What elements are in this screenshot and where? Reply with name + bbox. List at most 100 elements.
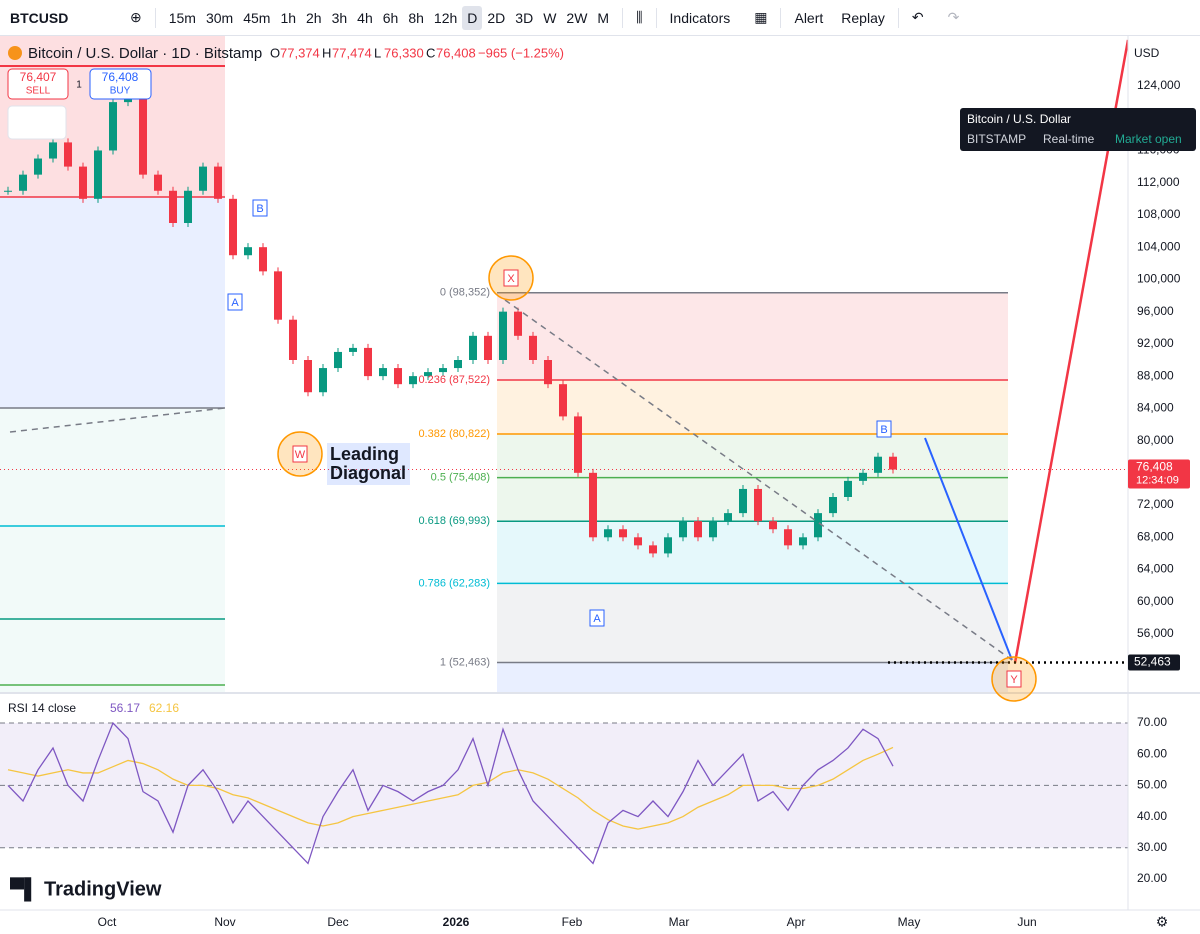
candle (169, 190, 177, 223)
candle (739, 488, 747, 514)
drawing-tool[interactable] (7, 105, 67, 140)
indicators[interactable]: Indicators (669, 9, 731, 26)
brand: TradingView (44, 878, 162, 900)
interval[interactable]: 3D (515, 9, 534, 26)
candle (409, 376, 417, 385)
separator (780, 7, 782, 28)
change: −965 (−1.25%) (478, 45, 564, 60)
candle (379, 368, 387, 377)
chart-type[interactable]: ⫼ (636, 9, 643, 25)
sell-label: SELL (26, 86, 51, 97)
candles (4, 90, 897, 558)
interval[interactable]: 2h (306, 9, 322, 26)
interval[interactable]: 1h (280, 9, 297, 26)
fib-label: 0.5 (75,408) (431, 472, 490, 484)
price-tick: 60,000 (1137, 594, 1174, 608)
interval[interactable]: 2D (487, 9, 506, 26)
time-tick: Nov (214, 915, 235, 929)
interval[interactable]: D (462, 5, 483, 30)
candle (889, 456, 897, 470)
candle (514, 311, 522, 336)
interval[interactable]: 15m (168, 9, 196, 26)
zone (0, 197, 225, 408)
toolbar: BTCUSD ⊕ 15m 30m 45m 1h 2h 3h 4h 6h 8h 12h D 2D 3D W 2… (0, 0, 1200, 36)
target-tag (1128, 654, 1180, 671)
time-tick: Mar (669, 915, 690, 929)
sell-price: 76,407 (20, 70, 57, 84)
rsi-tick: 60.00 (1137, 746, 1167, 760)
ohlc-key: C (426, 45, 435, 60)
interval[interactable]: W (543, 9, 557, 26)
candle (754, 488, 762, 522)
candle (844, 480, 852, 497)
candle (454, 360, 462, 369)
interval[interactable]: 2W (566, 9, 588, 26)
fib-band (497, 521, 1008, 584)
fib-label: 0.786 (62,283) (418, 577, 490, 589)
rsi-line (7, 721, 894, 865)
interval[interactable]: 30m (205, 9, 234, 26)
candle (424, 372, 432, 377)
candle (64, 142, 72, 167)
wave-label: A (593, 613, 601, 625)
wave-box (292, 445, 308, 463)
interval[interactable]: 3h (331, 9, 348, 26)
trend-line (9, 407, 226, 433)
redo[interactable]: ↷ (947, 9, 960, 25)
symbol[interactable]: BTCUSD (10, 9, 69, 26)
candle (304, 360, 312, 393)
candle (274, 271, 282, 320)
price-tick: 108,000 (1137, 207, 1181, 221)
replay[interactable]: Replay (841, 9, 885, 26)
candle (334, 351, 342, 369)
interval[interactable]: 6h (382, 9, 399, 26)
candle (784, 529, 792, 546)
interval[interactable]: M (597, 9, 610, 26)
candle (634, 537, 642, 546)
wave-label: A (231, 297, 239, 309)
candle (649, 545, 657, 554)
projection (924, 437, 1013, 661)
candle (439, 368, 447, 373)
fib-label: 0 (98,352) (440, 287, 490, 299)
rsi-tick: 70.00 (1137, 715, 1167, 729)
brand-logo: ▀▌ (10, 876, 38, 902)
fib-label: 1 (52,463) (440, 656, 490, 668)
fib-label: 0.382 (80,822) (418, 428, 490, 440)
candle (229, 198, 237, 256)
candle (469, 335, 477, 360)
price-tick: 68,000 (1137, 529, 1174, 543)
sell-button[interactable] (7, 68, 69, 100)
rsi-value: 56.17 (110, 701, 140, 715)
settings[interactable]: ⚙ (1156, 914, 1169, 930)
interval[interactable]: 12h (433, 9, 458, 26)
candle (529, 335, 537, 360)
wave-label: X (507, 273, 515, 285)
ohlc-key: H (322, 45, 331, 60)
interval[interactable]: 45m (243, 9, 271, 26)
wave-box (503, 269, 519, 287)
candle (679, 521, 687, 538)
add-symbol[interactable]: ⊕ (130, 9, 142, 25)
fib-band (497, 292, 1008, 380)
undo[interactable]: ↶ (911, 9, 924, 25)
candle (664, 537, 672, 554)
series-title: Bitcoin / U.S. Dollar · 1D · Bitstamp (28, 45, 262, 62)
candle (94, 150, 102, 199)
buy-button[interactable] (89, 68, 152, 100)
ohlc-value: 77,374 (280, 45, 320, 60)
candle (814, 513, 822, 538)
layouts[interactable]: ▦ (754, 9, 768, 25)
overlay: 0 (98,352) 0.236 (87,522) 0.382 (80,822) 0.… (0, 36, 1200, 930)
tooltip (960, 108, 1196, 151)
interval[interactable]: 8h (408, 9, 424, 26)
interval[interactable]: 4h (357, 9, 373, 26)
note-bg (327, 443, 410, 485)
separator (154, 7, 156, 28)
quantity: 1 (76, 80, 82, 91)
alert[interactable]: Alert (794, 9, 824, 26)
candle (499, 311, 507, 360)
price-tick: 92,000 (1137, 336, 1174, 350)
